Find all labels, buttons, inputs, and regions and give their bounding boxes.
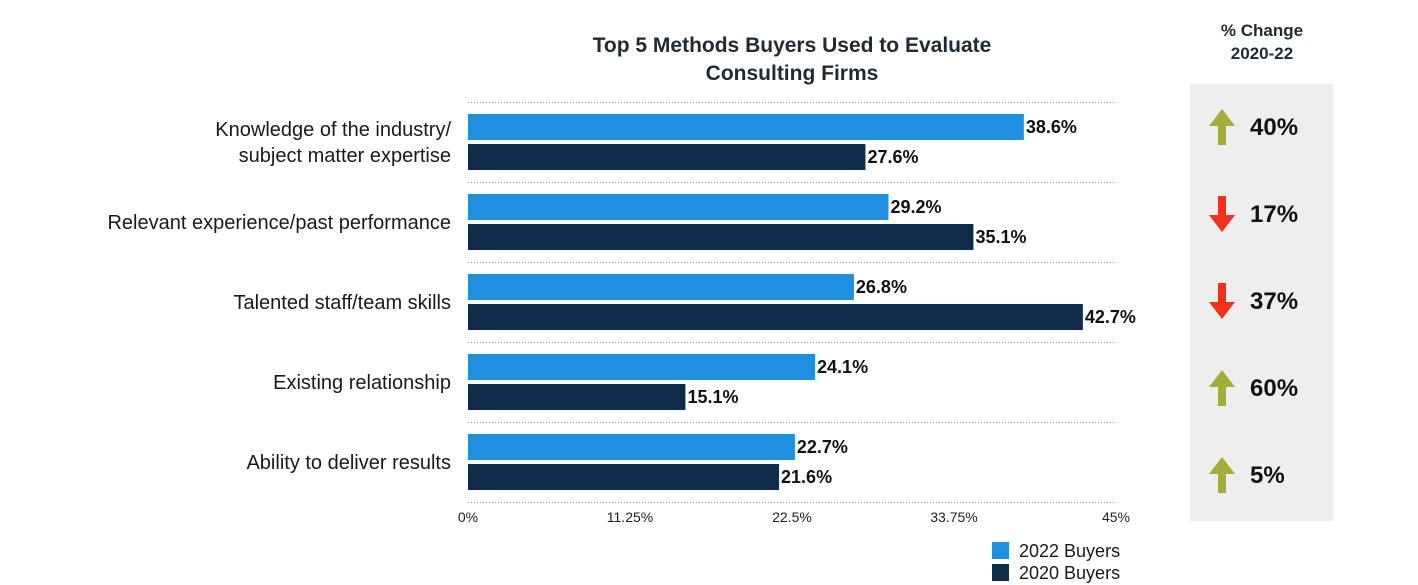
bar-value-label: 21.6% — [781, 467, 832, 487]
arrow-up-icon — [1209, 457, 1235, 493]
x-tick-label: 0% — [458, 509, 478, 525]
bar-value-label: 26.8% — [856, 277, 907, 297]
bar-2022 — [468, 114, 1024, 140]
arrow-up-icon — [1209, 370, 1235, 406]
x-tick-label: 11.25% — [607, 509, 653, 525]
bar-2022 — [468, 194, 889, 220]
bar-value-label: 35.1% — [975, 227, 1026, 247]
change-value: 17% — [1250, 201, 1298, 228]
x-tick-label: 22.5% — [772, 509, 812, 525]
category-label: Existing relationship — [273, 372, 451, 394]
chart-title: Top 5 Methods Buyers Used to Evaluate — [593, 34, 992, 57]
bar-2020 — [468, 144, 866, 170]
arrow-up-icon — [1209, 109, 1235, 145]
category-label: subject matter expertise — [239, 145, 451, 167]
change-value: 60% — [1250, 375, 1298, 402]
bar-2022 — [468, 434, 795, 460]
category-label: Relevant experience/past performance — [107, 212, 451, 234]
bar-value-label: 29.2% — [890, 197, 941, 217]
arrow-down-icon — [1209, 283, 1235, 319]
bar-2020 — [468, 224, 974, 250]
legend-swatch — [992, 542, 1009, 559]
bar-2020 — [468, 304, 1083, 330]
category-label: Knowledge of the industry/ — [215, 119, 451, 141]
x-tick-label: 45% — [1102, 509, 1130, 525]
bar-value-label: 27.6% — [867, 147, 918, 167]
legend-label: 2022 Buyers — [1019, 541, 1120, 561]
bar-value-label: 24.1% — [817, 357, 868, 377]
category-label: Ability to deliver results — [246, 452, 451, 474]
arrow-down-icon — [1209, 196, 1235, 232]
change-value: 37% — [1250, 288, 1298, 315]
bar-value-label: 38.6% — [1026, 117, 1077, 137]
bar-2020 — [468, 464, 780, 490]
bar-2020 — [468, 384, 686, 410]
legend-swatch — [992, 564, 1009, 581]
bar-2022 — [468, 354, 816, 380]
bar-value-label: 15.1% — [687, 387, 738, 407]
change-value: 5% — [1250, 462, 1285, 489]
legend-label: 2020 Buyers — [1019, 563, 1120, 583]
change-value: 40% — [1250, 114, 1298, 141]
chart-title: Consulting Firms — [706, 62, 879, 85]
change-header: % Change — [1221, 21, 1303, 40]
x-tick-label: 33.75% — [930, 509, 977, 525]
change-header: 2020-22 — [1231, 44, 1293, 63]
bar-value-label: 22.7% — [797, 437, 848, 457]
bar-value-label: 42.7% — [1085, 307, 1136, 327]
category-label: Talented staff/team skills — [233, 292, 451, 314]
bar-2022 — [468, 274, 854, 300]
